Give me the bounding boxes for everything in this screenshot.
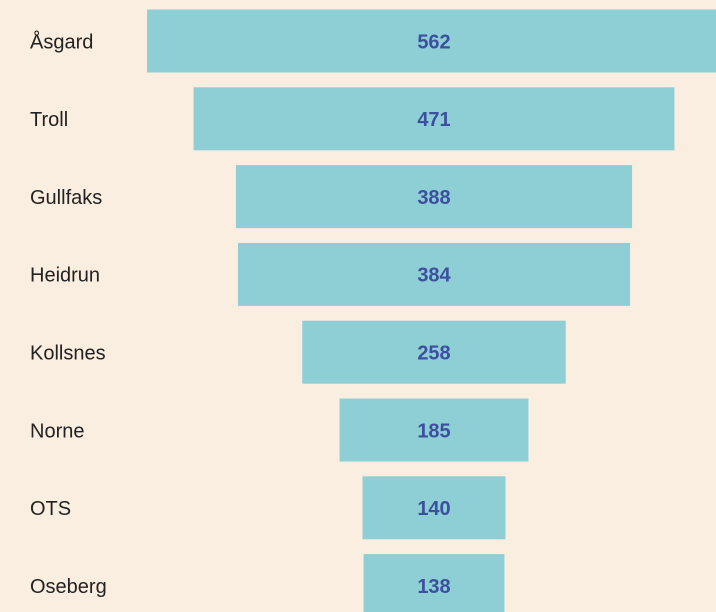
value-label: 138 [417,576,450,598]
category-label: Gullfaks [30,187,102,209]
category-label: Åsgard [30,30,93,53]
funnel-bar [235,165,633,229]
funnel-bar [193,87,675,151]
category-label: Oseberg [30,576,107,598]
funnel-bar [147,9,716,73]
value-label: 388 [417,187,450,209]
value-label: 384 [417,265,451,287]
value-label: 471 [417,109,450,131]
value-label: 140 [417,498,450,520]
value-label: 185 [417,420,450,442]
category-label: Kollsnes [30,342,106,364]
category-label: Norne [30,420,84,442]
value-label: 562 [417,31,450,53]
category-label: Troll [30,109,68,131]
funnel-bar [237,242,631,306]
category-label: Heidrun [30,265,100,287]
funnel-bar [363,554,505,612]
value-label: 258 [417,342,450,364]
category-label: OTS [30,498,71,520]
funnel-bar [339,398,529,462]
funnel-bar [362,476,506,540]
funnel-bar [302,320,566,384]
